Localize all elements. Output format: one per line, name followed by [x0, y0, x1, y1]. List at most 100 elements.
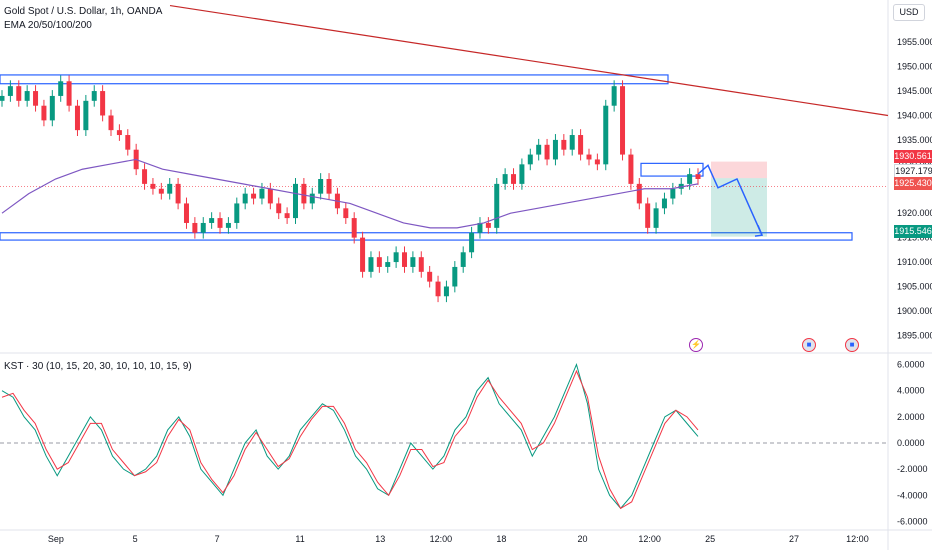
- price-tick-label: 1905.000: [897, 281, 932, 291]
- candle-body: [167, 183, 173, 194]
- candle-body: [427, 271, 433, 282]
- kst-tick-label: -4.0000: [897, 490, 928, 500]
- candle-body: [276, 203, 282, 214]
- candle-body: [292, 183, 298, 219]
- price-tick-label: 1910.000: [897, 257, 932, 267]
- price-tick-label: 1940.000: [897, 110, 932, 120]
- price-tick-label: 1920.000: [897, 208, 932, 218]
- candle-body: [142, 169, 148, 184]
- candle-body: [477, 222, 483, 233]
- trend-line: [169, 4, 889, 117]
- symbol-title[interactable]: Gold Spot / U.S. Dollar, 1h, OANDA: [4, 6, 163, 17]
- candle-body: [225, 222, 231, 228]
- candle-body: [561, 139, 567, 150]
- us-flag-icon[interactable]: ■: [845, 338, 859, 352]
- currency-button[interactable]: USD: [893, 4, 925, 21]
- candle-body: [628, 154, 634, 184]
- candle-body: [150, 183, 156, 189]
- candle-body: [100, 91, 106, 116]
- price-tick-label: 1955.000: [897, 37, 932, 47]
- kst-tick-label: -6.0000: [897, 516, 928, 526]
- candle-body: [620, 86, 626, 155]
- candle-body: [318, 179, 324, 194]
- target-price-tag: 1930.561: [894, 150, 932, 163]
- time-tick-label: 11: [295, 534, 304, 544]
- consolidation-box: [640, 162, 704, 177]
- us-flag-icon[interactable]: ■: [802, 338, 816, 352]
- candle-body: [360, 237, 366, 272]
- candle-body: [485, 222, 491, 228]
- candle-body: [552, 139, 558, 160]
- candle-body: [58, 81, 64, 96]
- candle-body: [443, 286, 449, 297]
- candle-body: [125, 135, 131, 150]
- candle-body: [578, 135, 584, 155]
- candle-body: [183, 203, 189, 223]
- candle-body: [670, 188, 676, 199]
- candle-body: [527, 154, 533, 165]
- candle-body: [611, 86, 617, 106]
- price-tick-label: 1900.000: [897, 306, 932, 316]
- candle-body: [402, 252, 408, 267]
- candle-body: [494, 183, 500, 228]
- candle-body: [83, 100, 89, 131]
- candle-body: [242, 193, 248, 204]
- candle-body: [251, 193, 257, 199]
- candle-body: [209, 218, 215, 223]
- candle-body: [544, 144, 550, 160]
- candle-body: [108, 115, 114, 131]
- candle-body: [49, 95, 55, 121]
- time-tick-label: 20: [577, 534, 587, 544]
- kst-tick-label: -2.0000: [897, 464, 928, 474]
- candle-body: [74, 105, 80, 131]
- stop-loss-zone: [711, 161, 767, 179]
- time-tick-label: 5: [133, 534, 138, 544]
- time-tick-label: 7: [215, 534, 220, 544]
- projection-arrowhead: [754, 225, 764, 237]
- price-tick-label: 1950.000: [897, 62, 932, 72]
- resistance-zone: [0, 74, 669, 85]
- candle-body: [511, 174, 517, 184]
- kst-tick-label: 0.0000: [897, 438, 925, 448]
- kst-signal-line: [1, 369, 699, 510]
- candle-body: [368, 257, 374, 272]
- flash-icon[interactable]: ⚡: [689, 338, 703, 352]
- candle-body: [217, 218, 223, 228]
- candle-body: [91, 91, 97, 101]
- candle-body: [7, 86, 13, 96]
- support-zone: [0, 232, 853, 241]
- candle-body: [586, 154, 592, 160]
- candle-body: [376, 257, 382, 267]
- price-tick-label: 1935.000: [897, 135, 932, 145]
- time-tick-label: 12:00: [430, 534, 453, 544]
- candle-body: [393, 252, 399, 263]
- candle-body: [695, 174, 701, 179]
- candle-body: [645, 203, 651, 228]
- candle-body: [603, 105, 609, 165]
- candle-body: [33, 91, 39, 106]
- kst-legend[interactable]: KST · 30 (10, 15, 20, 30, 10, 10, 10, 15…: [4, 361, 192, 372]
- candle-body: [418, 257, 424, 272]
- candle-body: [385, 262, 391, 267]
- candle-body: [410, 257, 416, 267]
- candle-body: [594, 159, 600, 165]
- candle-body: [351, 218, 357, 238]
- time-tick-label: Sep: [48, 534, 64, 544]
- kst-tick-label: 6.0000: [897, 360, 925, 370]
- ema-legend[interactable]: EMA 20/50/100/200: [4, 20, 92, 31]
- candle-body: [460, 252, 466, 267]
- time-tick-label: 12:00: [638, 534, 661, 544]
- time-tick-label: 18: [496, 534, 506, 544]
- candle-body: [200, 222, 206, 233]
- candle-body: [326, 179, 332, 194]
- candle-body: [653, 208, 659, 228]
- candle-body: [116, 130, 122, 136]
- time-tick-label: 13: [375, 534, 385, 544]
- candle-body: [678, 183, 684, 189]
- time-tick-label: 25: [705, 534, 715, 544]
- ema-price-tag: 1925.430: [894, 177, 932, 190]
- candle-body: [435, 281, 441, 297]
- candle-body: [536, 144, 542, 155]
- candle-body: [0, 95, 5, 101]
